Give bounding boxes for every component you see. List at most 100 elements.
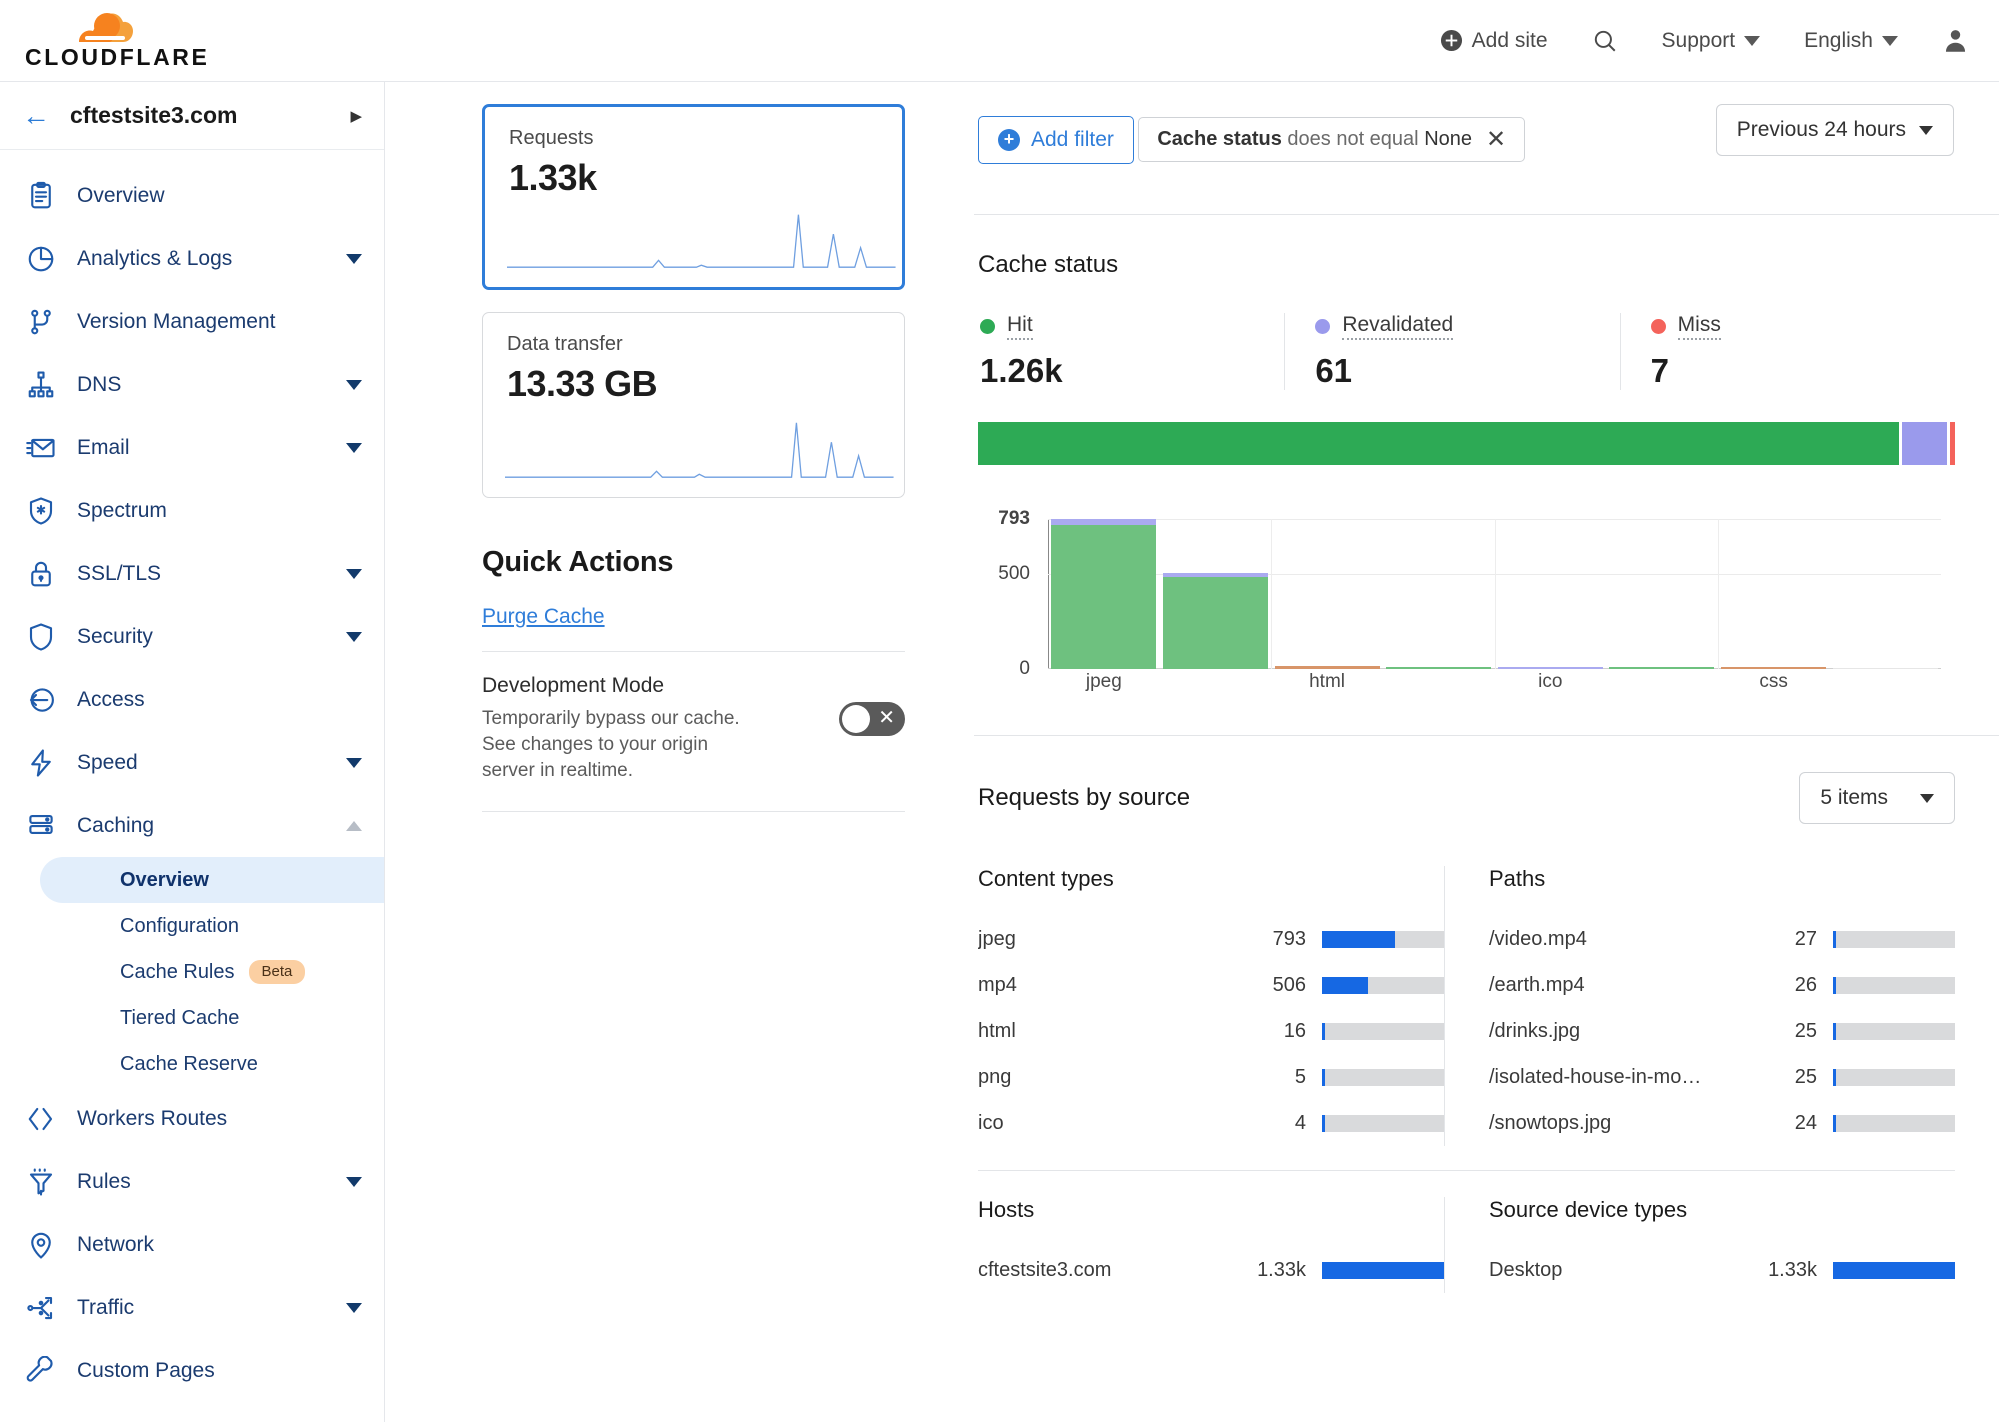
search-button[interactable]	[1570, 28, 1640, 54]
sidebar-item-workers-routes[interactable]: Workers Routes	[0, 1087, 384, 1150]
sidebar-subitem-tiered-cache[interactable]: Tiered Cache	[40, 995, 384, 1041]
source-row[interactable]: mp4 506	[978, 962, 1444, 1008]
chart-bar[interactable]	[1721, 667, 1827, 669]
chart-bar-segment	[1162, 577, 1268, 669]
back-arrow-icon[interactable]: ←	[22, 99, 50, 131]
add-filter-button[interactable]: + Add filter	[978, 116, 1134, 164]
sidebar-item-caching[interactable]: Caching	[0, 794, 384, 857]
source-row[interactable]: /isolated-house-in-mo… 25	[1489, 1054, 1955, 1100]
bolt-icon	[24, 746, 58, 780]
chevron-down-icon[interactable]	[346, 253, 362, 264]
source-row[interactable]: /drinks.jpg 25	[1489, 1008, 1955, 1054]
chevron-down-icon[interactable]	[346, 568, 362, 579]
chevron-right-icon[interactable]: ▶	[350, 107, 362, 125]
source-column: Paths/video.mp4 27/earth.mp4 26/drinks.jpg…	[1444, 866, 1955, 1146]
analytics-panel: + Add filter Cache status does not equal…	[930, 82, 1999, 1422]
chevron-down-icon	[1744, 35, 1761, 46]
sidebar-subitem-label: Cache Rules	[120, 960, 235, 983]
filter-bar: + Add filter Cache status does not equal…	[930, 82, 1999, 214]
add-site-button[interactable]: Add site	[1418, 29, 1570, 53]
chevron-up-icon[interactable]	[346, 820, 362, 831]
remove-filter-icon[interactable]: ✕	[1486, 125, 1507, 153]
sidebar-item-rules[interactable]: Rules	[0, 1150, 384, 1213]
sidebar-subitem-overview[interactable]: Overview	[40, 857, 384, 903]
sidebar: ← cftestsite3.com ▶ Overview Analytics & …	[0, 82, 385, 1422]
chevron-down-icon[interactable]	[346, 631, 362, 642]
chart-x-tick: css	[1759, 671, 1788, 692]
chart-y-tick: 500	[998, 563, 1030, 585]
time-range-selector[interactable]: Previous 24 hours	[1715, 104, 1954, 156]
chart-bar[interactable]	[1497, 667, 1603, 669]
sidebar-item-spectrum[interactable]: Spectrum	[0, 479, 384, 542]
chart-bar[interactable]	[1386, 667, 1492, 669]
envelope-icon	[26, 438, 55, 457]
source-column: Hosts cftestsite3.com 1.33k	[978, 1197, 1444, 1293]
search-icon	[1594, 30, 1615, 51]
cloudflare-logo[interactable]: CLOUDFLARE	[22, 10, 209, 72]
beta-badge: Beta	[248, 960, 306, 984]
development-mode-toggle[interactable]: ✕	[839, 702, 905, 736]
sidebar-item-custom-pages[interactable]: Custom Pages	[0, 1339, 384, 1402]
source-row[interactable]: /earth.mp4 26	[1489, 962, 1955, 1008]
chart-bar[interactable]	[1609, 667, 1715, 669]
sidebar-item-label: Security	[77, 624, 153, 648]
purge-cache-link[interactable]: Purge Cache	[482, 605, 605, 628]
quick-actions-title: Quick Actions	[482, 546, 674, 578]
sidebar-item-traffic[interactable]: Traffic	[0, 1276, 384, 1339]
sidebar-item-ssl-tls[interactable]: SSL/TLS	[0, 542, 384, 605]
sidebar-item-email[interactable]: Email	[0, 416, 384, 479]
sidebar-item-analytics-logs[interactable]: Analytics & Logs	[0, 227, 384, 290]
chevron-down-icon[interactable]	[346, 442, 362, 453]
source-row[interactable]: png 5	[978, 1054, 1444, 1100]
chart-bar-segment	[1721, 667, 1827, 669]
source-row[interactable]: /video.mp4 27	[1489, 916, 1955, 962]
sidebar-item-dns[interactable]: DNS	[0, 353, 384, 416]
code-brackets-icon	[24, 1102, 58, 1136]
site-selector[interactable]: ← cftestsite3.com ▶	[0, 82, 384, 150]
sidebar-subitem-cache-reserve[interactable]: Cache Reserve	[40, 1041, 384, 1087]
status-name[interactable]: Miss	[1677, 313, 1721, 340]
chart-x-tick: jpeg	[1085, 671, 1122, 692]
envelope-icon	[24, 431, 58, 465]
filter-chip[interactable]: Cache status does not equal None ✕	[1138, 117, 1526, 162]
chevron-down-icon[interactable]	[346, 379, 362, 390]
account-menu[interactable]	[1920, 27, 1973, 54]
sidebar-item-version-management[interactable]: Version Management	[0, 290, 384, 353]
shield-star-icon	[24, 494, 58, 528]
chevron-down-icon[interactable]	[346, 757, 362, 768]
source-row-bar	[1833, 1022, 1955, 1040]
source-row[interactable]: cftestsite3.com 1.33k	[978, 1247, 1444, 1293]
chart-bar[interactable]	[1832, 668, 1938, 669]
source-row[interactable]: ico 4	[978, 1100, 1444, 1146]
data-transfer-card[interactable]: Data transfer 13.33 GB	[482, 312, 905, 498]
plus-circle-icon	[1440, 29, 1462, 52]
funnel-icon	[29, 1167, 53, 1196]
sidebar-item-security[interactable]: Security	[0, 605, 384, 668]
chart-bar[interactable]	[1274, 665, 1380, 669]
source-row-bar	[1833, 976, 1955, 994]
shield-icon	[29, 622, 53, 651]
sidebar-item-access[interactable]: Access	[0, 668, 384, 731]
chevron-down-icon[interactable]	[346, 1176, 362, 1187]
status-name[interactable]: Hit	[1007, 313, 1033, 340]
sidebar-item-speed[interactable]: Speed	[0, 731, 384, 794]
sidebar-subitem-cache-rules[interactable]: Cache Rules Beta	[40, 949, 384, 995]
development-mode-description: Temporarily bypass our cache. See change…	[482, 708, 740, 782]
status-name[interactable]: Revalidated	[1342, 313, 1454, 340]
chevron-down-icon[interactable]	[346, 1302, 362, 1313]
items-count-selector[interactable]: 5 items	[1799, 772, 1955, 824]
source-row-bar	[1322, 1114, 1444, 1132]
source-row-value: 1.33k	[1257, 1258, 1306, 1281]
sidebar-item-network[interactable]: Network	[0, 1213, 384, 1276]
source-row[interactable]: html 16	[978, 1008, 1444, 1054]
source-row[interactable]: /snowtops.jpg 24	[1489, 1100, 1955, 1146]
language-menu[interactable]: English	[1782, 29, 1920, 53]
sidebar-subitem-configuration[interactable]: Configuration	[40, 903, 384, 949]
source-row[interactable]: Desktop 1.33k	[1489, 1247, 1955, 1293]
chart-bar[interactable]	[1051, 519, 1157, 669]
sidebar-item-overview[interactable]: Overview	[0, 164, 384, 227]
chart-bar[interactable]	[1162, 572, 1268, 669]
source-row[interactable]: jpeg 793	[978, 916, 1444, 962]
support-menu[interactable]: Support	[1640, 29, 1783, 53]
requests-card[interactable]: Requests 1.33k	[482, 104, 905, 290]
